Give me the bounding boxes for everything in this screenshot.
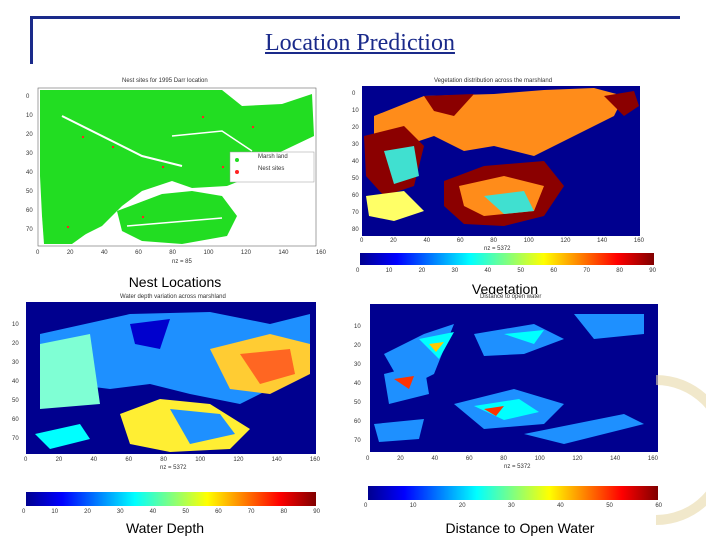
water-depth-nz: nz = 5372 <box>160 465 187 471</box>
title-frame-top <box>30 16 680 19</box>
water-depth-colorbar-ticks: 0 10 20 30 40 50 60 70 80 90 <box>22 509 320 515</box>
legend-marsh-land: Marsh land <box>258 154 288 160</box>
slide-title: Location Prediction <box>265 30 455 56</box>
nest-y-ticks: 0 10 20 30 40 50 60 70 <box>26 94 33 233</box>
vegetation-plot: Vegetation distribution across the marsh… <box>344 76 664 276</box>
distance-x-ticks: 0 20 40 60 80 100 120 140 160 <box>366 456 658 462</box>
water-depth-map-svg <box>26 302 316 454</box>
water-depth-plot-title: Water depth variation across marshland <box>120 294 226 300</box>
vegetation-nz: nz = 5372 <box>484 246 511 252</box>
caption-water-depth: Water Depth <box>125 520 205 536</box>
nest-nz: nz = 85 <box>172 259 192 265</box>
nest-sites <box>67 116 254 228</box>
water-depth-plot: Water depth variation across marshland 1… <box>10 294 325 472</box>
nest-map-svg <box>37 87 317 247</box>
marsh-land-region-southwest <box>42 211 97 244</box>
seal-watermark <box>655 375 706 525</box>
caption-distance-to-open-water: Distance to Open Water <box>445 520 595 536</box>
distance-colorbar-ticks: 0 10 20 30 40 50 60 <box>364 503 662 509</box>
water-depth-y-ticks: 10 20 30 40 50 60 70 <box>12 322 19 442</box>
vegetation-colorbar <box>360 253 654 265</box>
distance-colorbar <box>368 486 658 500</box>
water-depth-x-ticks: 0 20 40 60 80 100 120 140 160 <box>24 457 320 463</box>
vegetation-x-ticks: 0 20 40 60 80 100 120 140 160 <box>360 238 644 244</box>
legend-nest-sites: Nest sites <box>258 166 285 172</box>
caption-vegetation: Vegetation <box>471 281 539 297</box>
vegetation-plot-title: Vegetation distribution across the marsh… <box>434 78 553 84</box>
nest-plot: Nest sites for 1995 Darr location Marsh … <box>22 76 326 266</box>
distance-y-ticks: 10 20 30 40 50 60 70 <box>354 324 361 444</box>
distance-nz: nz = 5372 <box>504 464 531 470</box>
caption-nest-locations: Nest Locations <box>128 274 222 290</box>
nest-plot-title: Nest sites for 1995 Darr location <box>122 78 208 84</box>
vegetation-colorbar-ticks: 0 10 20 30 40 50 60 70 80 90 <box>356 268 656 274</box>
distance-map-svg <box>370 304 658 452</box>
nest-x-ticks: 0 20 40 60 80 100 120 140 160 <box>36 250 326 256</box>
distance-plot-title: Distance to open water <box>480 294 542 300</box>
title-frame-left <box>30 16 33 64</box>
water-depth-colorbar <box>26 492 316 506</box>
marsh-land-region-south <box>117 191 237 244</box>
vegetation-y-ticks: 0 10 20 30 40 50 60 70 80 <box>352 91 359 233</box>
vegetation-map-svg <box>362 86 640 236</box>
